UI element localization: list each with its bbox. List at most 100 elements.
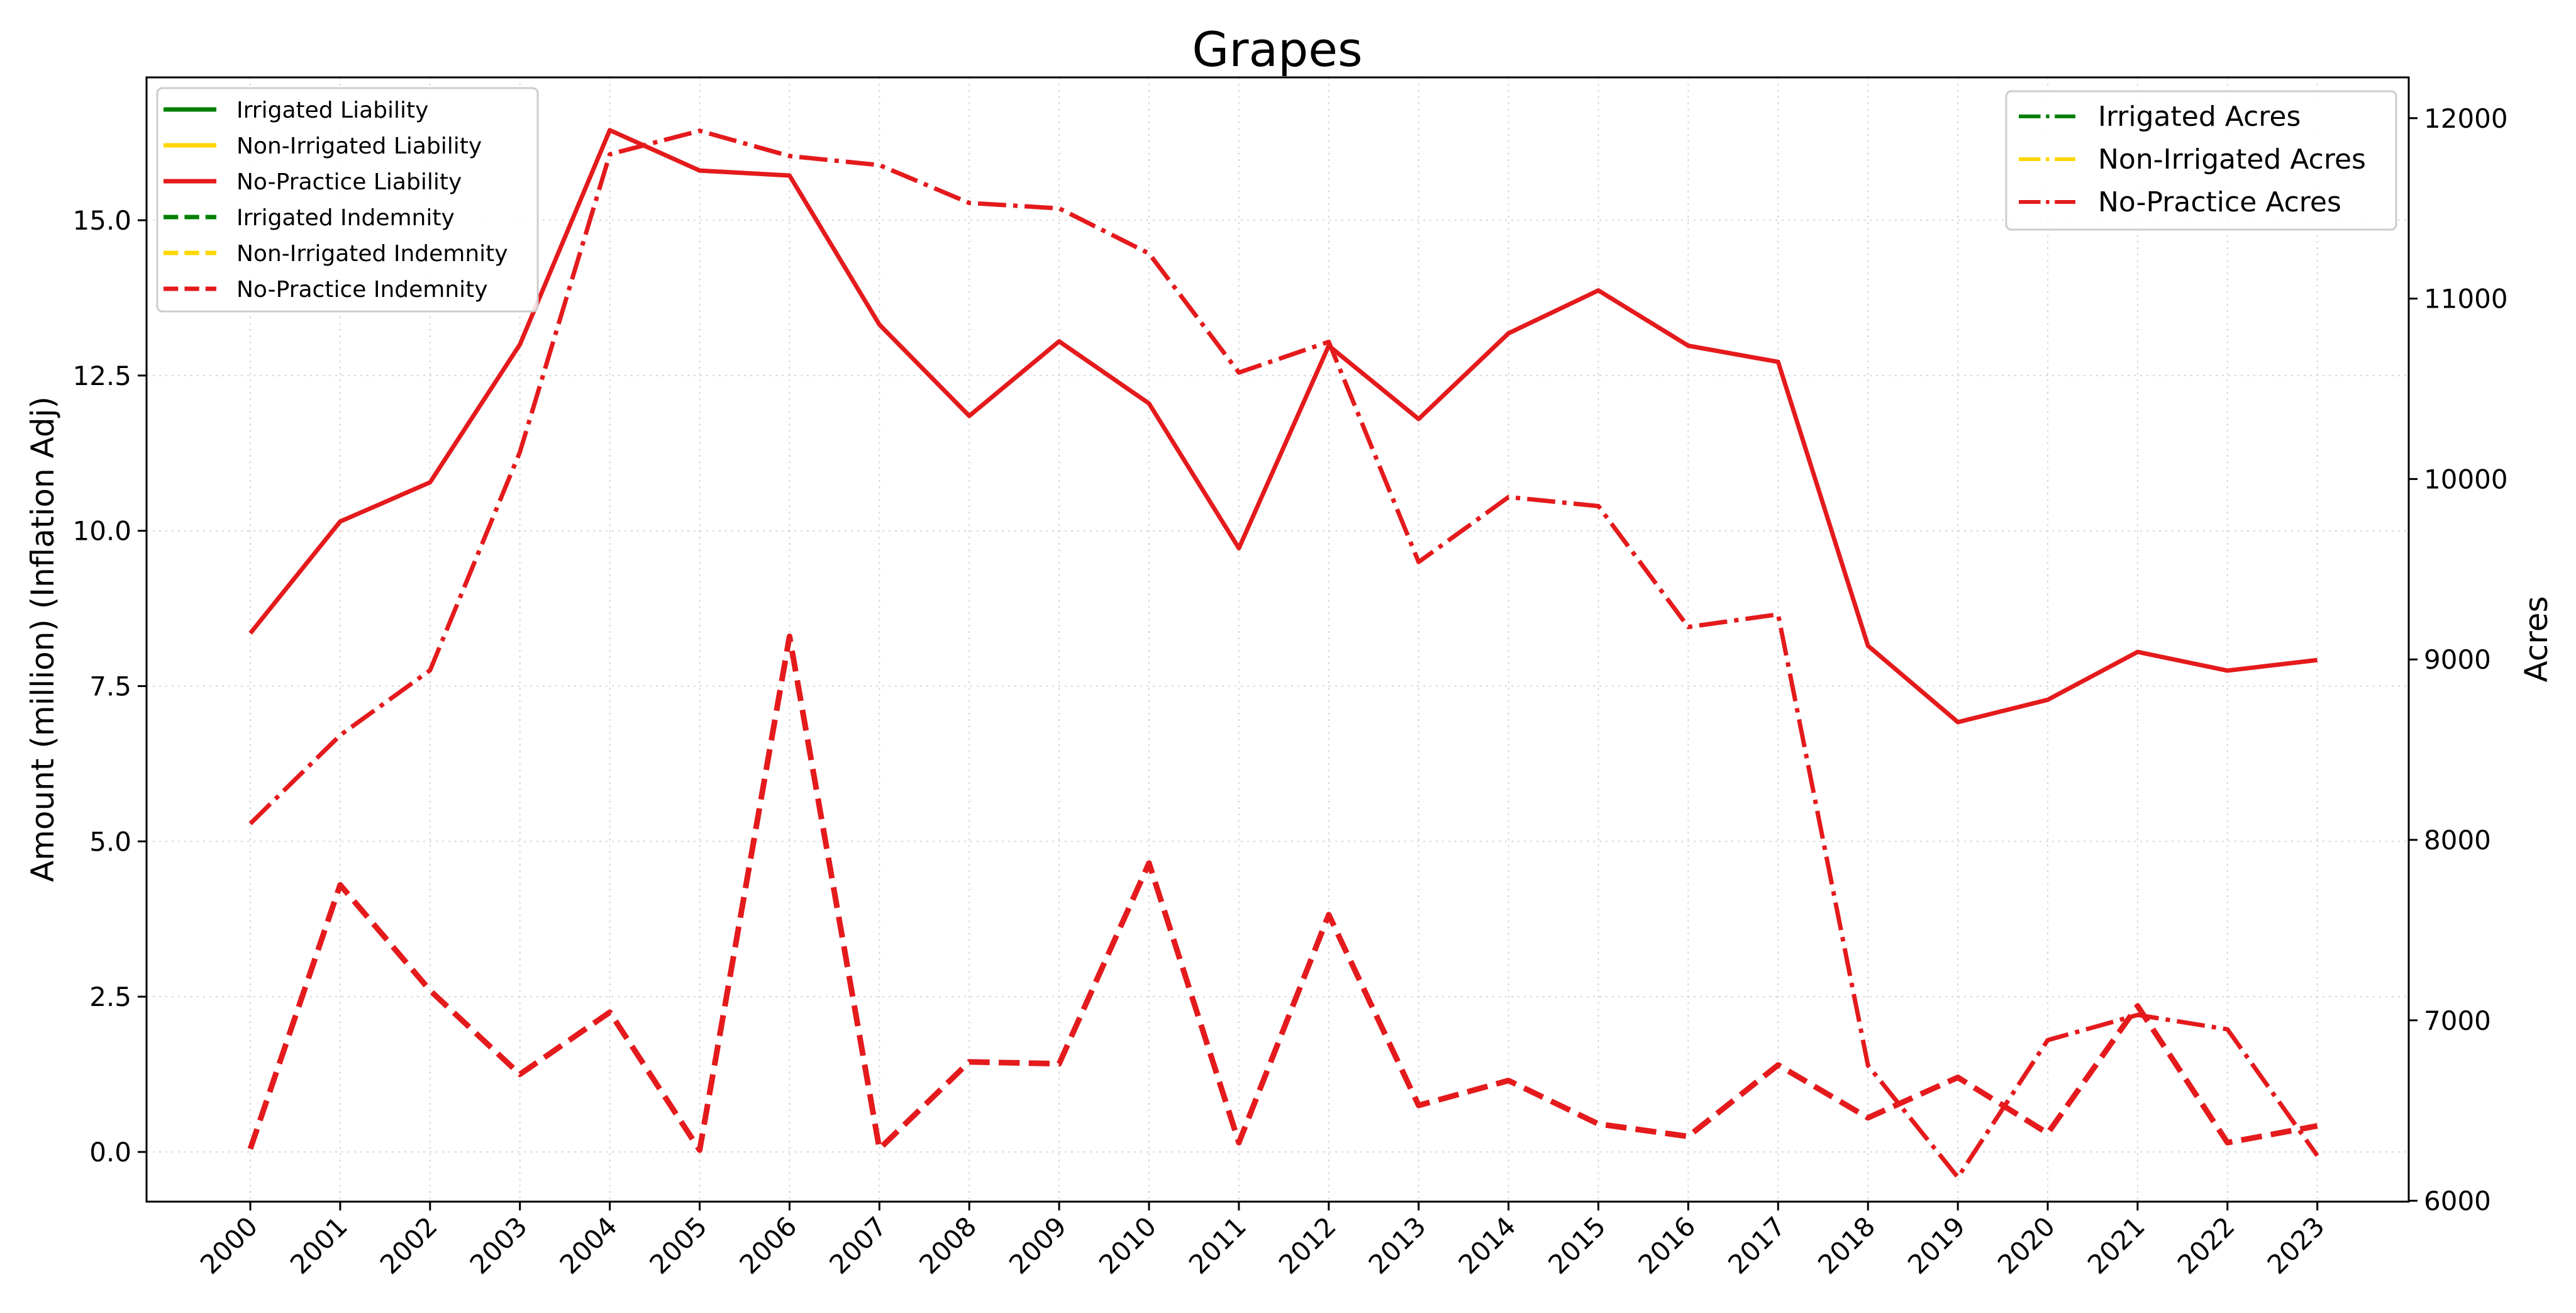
y-tick-label-right: 10000 — [2424, 464, 2508, 494]
data-point-no-practice-liability — [2137, 651, 2138, 652]
data-point-no-practice-indemnity — [609, 1012, 611, 1013]
data-point-no-practice-liability — [969, 415, 970, 416]
legend-label: Non-Irrigated Indemnity — [236, 241, 508, 267]
data-point-no-practice-indemnity — [2317, 1126, 2318, 1127]
data-point-no-practice-indemnity — [1687, 1136, 1689, 1137]
data-point-no-practice-indemnity — [1867, 1117, 1868, 1119]
data-point-no-practice-liability — [1957, 722, 1958, 723]
data-point-no-practice-indemnity — [1418, 1105, 1419, 1106]
data-point-no-practice-indemnity — [879, 1148, 880, 1149]
y-tick-label-right: 7000 — [2424, 1005, 2491, 1036]
legend-label: No-Practice Liability — [236, 169, 462, 195]
data-point-no-practice-indemnity — [1148, 863, 1150, 864]
data-point-no-practice-acres — [1238, 372, 1240, 373]
data-point-no-practice-liability — [1148, 403, 1150, 404]
plot-frame — [145, 76, 2410, 1203]
data-point-no-practice-liability — [1058, 341, 1060, 342]
data-point-no-practice-acres — [2227, 1029, 2228, 1030]
data-point-no-practice-indemnity — [250, 1148, 251, 1149]
data-point-no-practice-liability — [2047, 699, 2048, 700]
series-layer — [247, 128, 2319, 1180]
legend-label: Irrigated Liability — [236, 98, 428, 123]
data-point-no-practice-indemnity — [2047, 1132, 2048, 1134]
data-point-no-practice-liability — [1508, 333, 1509, 334]
data-point-no-practice-liability — [1598, 290, 1599, 291]
y-axis-label-right: Acres — [2518, 596, 2555, 682]
data-point-no-practice-indemnity — [1328, 914, 1330, 915]
data-point-no-practice-liability — [1867, 645, 1868, 646]
data-point-no-practice-indemnity — [2137, 1005, 2138, 1007]
legend-frame — [2005, 90, 2397, 231]
legend-label: Non-Irrigated Acres — [2098, 143, 2366, 176]
data-point-no-practice-indemnity — [1957, 1077, 1958, 1078]
legend-label: No-Practice Indemnity — [236, 277, 488, 303]
data-point-no-practice-acres — [250, 823, 251, 824]
series-line-no-practice-indemnity — [247, 634, 2318, 1153]
y-tick-label-right: 11000 — [2424, 284, 2508, 315]
data-point-no-practice-acres — [2047, 1039, 2048, 1041]
data-point-no-practice-liability — [1418, 418, 1419, 420]
data-point-no-practice-acres — [969, 203, 970, 204]
data-point-no-practice-liability — [1687, 345, 1689, 347]
data-point-no-practice-acres — [1957, 1176, 1958, 1178]
legend-frame — [156, 87, 539, 313]
data-point-no-practice-acres — [1058, 208, 1060, 209]
data-point-no-practice-acres — [1598, 505, 1599, 506]
y-tick-label-right: 6000 — [2424, 1186, 2491, 1217]
data-point-no-practice-indemnity — [969, 1061, 970, 1063]
y-tick-label-left: 10.0 — [72, 516, 131, 547]
data-point-no-practice-acres — [1508, 496, 1509, 498]
data-point-no-practice-acres — [340, 735, 341, 736]
data-point-no-practice-indemnity — [789, 636, 790, 637]
data-point-no-practice-liability — [2317, 659, 2318, 661]
y-axis-label-left: Amount (million) (Inflation Adj) — [25, 396, 61, 882]
data-point-no-practice-acres — [1867, 1064, 1868, 1066]
data-point-no-practice-indemnity — [430, 990, 431, 991]
data-point-no-practice-indemnity — [519, 1074, 521, 1075]
data-point-no-practice-liability — [609, 130, 611, 131]
data-point-no-practice-liability — [789, 175, 790, 176]
series-line-no-practice-liability — [248, 128, 2318, 725]
data-point-no-practice-indemnity — [1598, 1124, 1599, 1125]
chart-title: Grapes — [1192, 21, 1362, 77]
y-tick-label-left: 2.5 — [89, 981, 131, 1012]
data-point-no-practice-acres — [1328, 341, 1330, 342]
data-point-no-practice-liability — [2227, 670, 2228, 671]
data-point-no-practice-acres — [789, 155, 790, 157]
legend-left: Irrigated Liability Non-Irrigated Liabili… — [156, 87, 539, 313]
data-point-no-practice-liability — [699, 170, 701, 171]
y-tick-label-left: 15.0 — [72, 205, 131, 236]
data-point-no-practice-liability — [1238, 547, 1240, 549]
data-point-no-practice-acres — [2137, 1014, 2138, 1015]
series-line-no-practice-acres — [248, 128, 2319, 1180]
data-point-no-practice-indemnity — [699, 1149, 701, 1151]
data-point-no-practice-indemnity — [1238, 1142, 1240, 1143]
data-point-no-practice-acres — [1687, 627, 1689, 628]
legend-label: Non-Irrigated Liability — [236, 133, 482, 159]
legend-label: Irrigated Indemnity — [236, 205, 455, 231]
data-point-no-practice-liability — [879, 324, 880, 325]
data-point-no-practice-acres — [1148, 253, 1150, 254]
data-point-no-practice-liability — [1777, 361, 1779, 362]
data-point-no-practice-liability — [430, 482, 431, 483]
data-point-no-practice-indemnity — [340, 884, 341, 885]
legend-label: Irrigated Acres — [2098, 101, 2301, 133]
y-tick-label-left: 12.5 — [72, 360, 131, 391]
data-point-no-practice-acres — [2317, 1155, 2318, 1156]
data-point-no-practice-indemnity — [2227, 1142, 2228, 1143]
y-tick-label-right: 8000 — [2424, 825, 2491, 856]
y-tick-label-left: 7.5 — [89, 671, 131, 702]
y-tick-label-left: 5.0 — [89, 826, 131, 857]
data-point-no-practice-acres — [519, 451, 521, 452]
data-point-no-practice-liability — [340, 521, 341, 522]
data-point-no-practice-acres — [1777, 613, 1779, 615]
data-point-no-practice-acres — [879, 164, 880, 165]
data-point-no-practice-acres — [699, 130, 701, 131]
data-point-no-practice-indemnity — [1058, 1063, 1060, 1064]
data-point-no-practice-liability — [519, 344, 521, 345]
y-tick-label-right: 12000 — [2424, 103, 2508, 134]
y-tick-label-left: 0.0 — [89, 1137, 131, 1168]
data-point-no-practice-acres — [430, 669, 431, 671]
legend-right: Irrigated Acres Non-Irrigated Acres No-Pra… — [2005, 90, 2397, 231]
